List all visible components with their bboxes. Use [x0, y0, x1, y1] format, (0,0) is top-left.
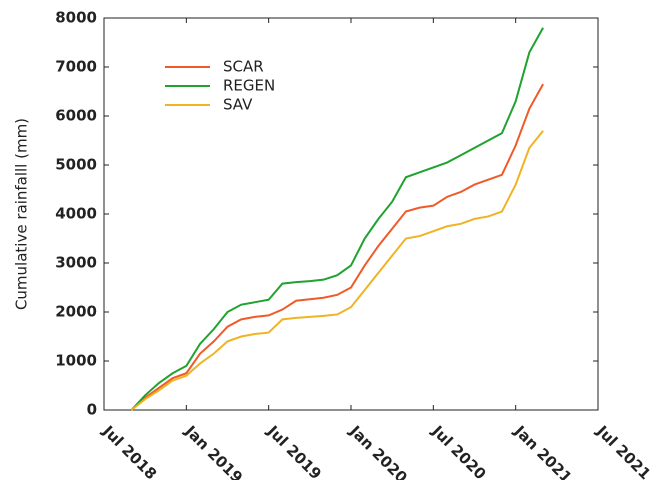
y-tick-label: 6000 [55, 107, 97, 125]
series-line [130, 83, 544, 411]
y-tick-label: 2000 [55, 303, 97, 321]
plot-frame [103, 17, 599, 411]
legend-label: SCAR [223, 58, 264, 76]
y-tick-label: 5000 [55, 156, 97, 174]
y-tick-label: 4000 [55, 205, 97, 223]
x-tick-label: Jul 2018 [98, 421, 160, 480]
x-tick-label: Jul 2019 [263, 421, 325, 480]
x-tick-label: Jan 2019 [181, 421, 246, 480]
y-tick-label: 1000 [55, 352, 97, 370]
y-tick-label: 3000 [55, 254, 97, 272]
x-tick-label: Jan 2021 [510, 421, 575, 480]
y-tick-label: 7000 [55, 58, 97, 76]
x-tick-label: Jul 2021 [592, 421, 652, 480]
y-tick-label: 0 [87, 401, 97, 419]
y-axis-label: Cumulative rainfalll (mm) [13, 118, 31, 310]
series-line [130, 27, 544, 411]
legend-label: REGEN [223, 77, 275, 95]
x-tick-label: Jan 2020 [345, 421, 410, 480]
y-tick-label: 8000 [55, 9, 97, 27]
legend-label: SAV [223, 96, 253, 114]
series-line [130, 130, 544, 411]
x-tick-label: Jul 2020 [428, 421, 490, 480]
